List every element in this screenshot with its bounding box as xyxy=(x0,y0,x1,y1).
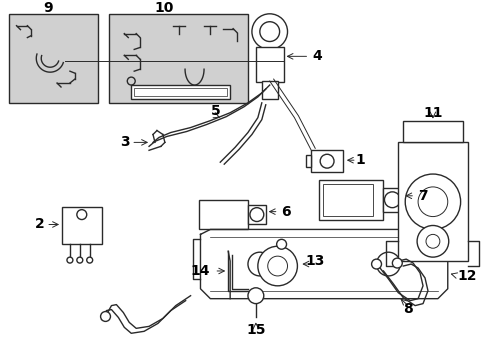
Text: 4: 4 xyxy=(312,49,322,63)
Text: 3: 3 xyxy=(120,135,129,149)
Text: 14: 14 xyxy=(190,264,210,278)
Text: 10: 10 xyxy=(154,1,173,15)
Text: 5: 5 xyxy=(210,104,220,118)
Circle shape xyxy=(77,210,86,220)
Bar xyxy=(323,184,372,216)
Circle shape xyxy=(267,256,287,276)
Circle shape xyxy=(251,14,287,49)
Circle shape xyxy=(249,208,263,221)
Circle shape xyxy=(247,252,271,276)
Circle shape xyxy=(417,187,447,217)
Circle shape xyxy=(405,174,460,229)
Bar xyxy=(398,143,467,261)
Bar xyxy=(131,85,230,99)
Bar xyxy=(261,81,277,99)
Bar xyxy=(109,14,247,103)
Bar xyxy=(403,121,462,143)
Circle shape xyxy=(425,234,439,248)
Text: 12: 12 xyxy=(457,269,476,283)
Circle shape xyxy=(320,154,333,168)
Circle shape xyxy=(257,246,297,286)
Bar xyxy=(311,150,342,172)
Circle shape xyxy=(67,257,73,263)
Text: 15: 15 xyxy=(245,323,265,337)
Bar xyxy=(255,48,283,82)
Circle shape xyxy=(86,257,93,263)
Circle shape xyxy=(247,288,263,303)
Bar xyxy=(247,205,265,225)
Bar xyxy=(198,200,247,229)
Text: 13: 13 xyxy=(305,254,324,268)
Circle shape xyxy=(259,22,279,41)
Text: 6: 6 xyxy=(281,204,291,219)
Text: 1: 1 xyxy=(355,153,365,167)
Text: 11: 11 xyxy=(422,106,442,120)
Circle shape xyxy=(101,311,110,321)
Text: 9: 9 xyxy=(43,1,53,15)
Bar xyxy=(62,207,102,244)
Circle shape xyxy=(371,259,381,269)
Bar xyxy=(9,14,98,103)
Text: 2: 2 xyxy=(34,217,44,231)
Bar xyxy=(305,155,311,167)
Circle shape xyxy=(376,252,400,276)
Text: 8: 8 xyxy=(403,302,412,316)
Bar xyxy=(319,180,383,220)
Circle shape xyxy=(77,257,82,263)
Text: 7: 7 xyxy=(417,189,427,203)
Bar xyxy=(134,88,227,96)
Circle shape xyxy=(416,225,448,257)
Circle shape xyxy=(276,239,286,249)
Bar xyxy=(383,188,401,212)
Circle shape xyxy=(127,77,135,85)
Circle shape xyxy=(384,192,400,208)
Circle shape xyxy=(391,258,402,268)
